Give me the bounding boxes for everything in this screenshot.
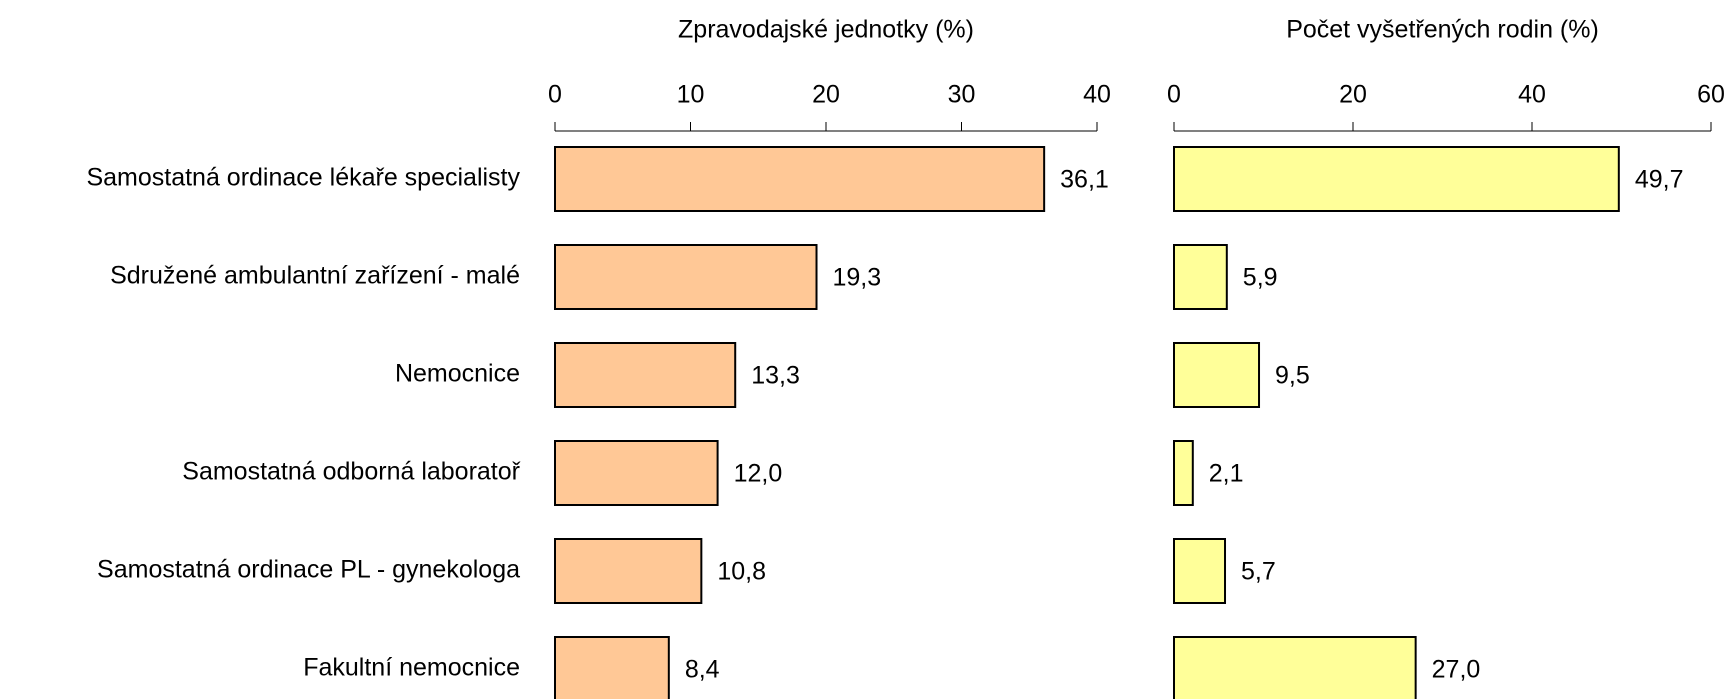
value-label: 19,3 <box>833 264 882 292</box>
bar <box>1173 244 1228 310</box>
x-tick-label: 30 <box>948 81 976 109</box>
value-label: 5,7 <box>1241 558 1276 586</box>
bar <box>1173 146 1620 212</box>
value-label: 2,1 <box>1209 460 1244 488</box>
bar <box>1173 636 1417 699</box>
category-label: Nemocnice <box>395 360 520 388</box>
bar <box>1173 538 1227 604</box>
axis-title: Zpravodajské jednotky (%) <box>678 16 974 44</box>
x-tick-label: 40 <box>1083 81 1111 109</box>
value-label: 10,8 <box>717 558 766 586</box>
bar <box>554 538 703 604</box>
x-tick-label: 20 <box>812 81 840 109</box>
bar <box>554 342 737 408</box>
bar <box>554 146 1046 212</box>
value-label: 8,4 <box>685 656 720 684</box>
value-label: 9,5 <box>1275 362 1310 390</box>
x-tick-label: 60 <box>1697 81 1725 109</box>
category-label: Samostatná odborná laboratoř <box>182 458 520 486</box>
x-tick-label: 0 <box>1167 81 1181 109</box>
category-label: Sdružené ambulantní zařízení - malé <box>110 262 520 290</box>
value-label: 36,1 <box>1060 166 1109 194</box>
value-label: 27,0 <box>1432 656 1481 684</box>
axis-title: Počet vyšetřených rodin (%) <box>1286 16 1599 44</box>
bar <box>554 440 719 506</box>
bar <box>1173 440 1194 506</box>
x-tick-label: 20 <box>1339 81 1367 109</box>
x-tick-label: 0 <box>548 81 562 109</box>
category-label: Samostatná ordinace lékaře specialisty <box>86 164 520 192</box>
x-tick-label: 10 <box>677 81 705 109</box>
category-label: Fakultní nemocnice <box>303 654 520 682</box>
x-tick-label: 40 <box>1518 81 1546 109</box>
bar <box>554 244 818 310</box>
bar <box>1173 342 1261 408</box>
value-label: 5,9 <box>1243 264 1278 292</box>
bar <box>554 636 670 699</box>
value-label: 49,7 <box>1635 166 1684 194</box>
value-label: 12,0 <box>734 460 783 488</box>
category-label: Samostatná ordinace PL - gynekologa <box>97 556 520 584</box>
value-label: 13,3 <box>751 362 800 390</box>
